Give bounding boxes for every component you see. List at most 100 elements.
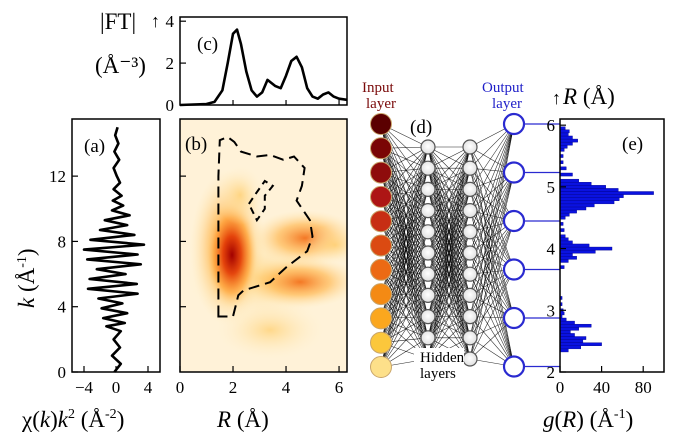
- connection-line: [469, 252, 515, 319]
- up-arrow-icon: ↑: [151, 11, 160, 31]
- connection-line: [380, 123, 429, 211]
- panel-a-ytick-label: 8: [58, 232, 67, 251]
- panel-b-xtick-label: 2: [229, 378, 238, 397]
- connection-line: [380, 146, 429, 222]
- connection-line: [469, 123, 515, 296]
- connection-line: [380, 189, 429, 270]
- panel-c-plot: 0 2 4: [166, 12, 348, 115]
- histogram-bar: [559, 215, 566, 220]
- panel-c-ytick-label: 2: [166, 54, 175, 73]
- hidden-node: [462, 245, 478, 261]
- connection-line: [380, 168, 429, 246]
- connection-line: [380, 146, 429, 343]
- input-node: [370, 113, 392, 135]
- connection-line: [380, 146, 429, 368]
- connection-line: [380, 269, 429, 360]
- connection-line: [380, 146, 429, 246]
- histogram-bar: [559, 191, 654, 195]
- connection-line: [469, 146, 515, 367]
- connection-line: [380, 316, 429, 368]
- connection-line: [469, 123, 515, 232]
- output-layer-label-line2: layer: [492, 96, 522, 112]
- connection-line: [469, 220, 515, 296]
- connection-line: [469, 146, 515, 319]
- panel-e-ytick-label: 2: [547, 363, 556, 382]
- connection-line: [469, 123, 515, 211]
- connection-line: [469, 123, 515, 338]
- connection-line: [469, 189, 515, 270]
- panel-e-xtick-label: 0: [556, 378, 565, 397]
- panel-a-xtick-label: 0: [112, 378, 121, 397]
- connection-line: [469, 123, 515, 190]
- panel-e-ylabel: R (Å): [562, 84, 615, 109]
- panel-b-contour-outer: [217, 135, 314, 318]
- hidden-node: [462, 203, 478, 219]
- connection-line: [380, 210, 429, 270]
- panel-b-letter: (b): [185, 134, 207, 155]
- input-node: [370, 283, 392, 306]
- histogram-bar: [559, 194, 624, 198]
- hidden-node: [462, 266, 478, 282]
- connection-line: [469, 220, 515, 275]
- connection-line: [469, 252, 515, 367]
- connection-line: [427, 146, 471, 317]
- output-node: [502, 209, 526, 233]
- connection-line: [427, 189, 471, 360]
- panel-b-xtick-label: 6: [335, 378, 344, 397]
- histogram-bar: [559, 212, 570, 217]
- panel-b-frame: [179, 118, 348, 373]
- panel-a-ytick-label: 12: [49, 167, 66, 186]
- panel-a-ytick-label: 4: [58, 298, 67, 317]
- connection-line: [469, 189, 515, 367]
- hidden-node: [462, 160, 478, 176]
- histogram-bar: [559, 237, 569, 242]
- connection-line: [427, 210, 471, 360]
- connection-line: [380, 274, 429, 368]
- histogram-bar: [559, 333, 575, 337]
- hidden-node: [420, 203, 436, 219]
- histogram-bar: [559, 240, 573, 245]
- histogram-bar: [559, 203, 595, 208]
- connection-line: [469, 123, 515, 317]
- connection-line: [380, 245, 429, 317]
- histogram-bar: [559, 145, 568, 149]
- hidden-node: [462, 181, 478, 197]
- hidden-layers-label-line2: layers: [420, 366, 456, 382]
- connection-line: [380, 231, 429, 319]
- panel-e-ytick-label: 5: [547, 178, 556, 197]
- histogram-bar: [559, 256, 577, 260]
- connection-line: [427, 146, 471, 232]
- network-connections: [380, 123, 515, 368]
- connection-line: [380, 252, 429, 343]
- panel-b-xtick-label: 0: [176, 378, 185, 397]
- histogram-bar: [559, 345, 581, 350]
- histogram-bar: [559, 339, 584, 343]
- connection-line: [380, 172, 429, 232]
- histogram-bar: [559, 323, 592, 328]
- panel-c-ytick-label: 4: [166, 12, 175, 31]
- hidden-label-backdrop: [414, 348, 464, 382]
- connection-line: [469, 220, 515, 317]
- panel-a-ylabel: k (Å-1): [14, 248, 39, 308]
- histogram-bar: [559, 172, 573, 177]
- connection-line: [469, 168, 515, 270]
- connection-line: [380, 210, 429, 295]
- panel-b-xtick-label: 4: [282, 378, 291, 397]
- histogram-bar: [559, 234, 566, 238]
- up-arrow-icon: ↑: [552, 88, 561, 108]
- histogram-bar: [559, 126, 566, 130]
- hidden-node: [462, 224, 478, 240]
- panel-a-xtick-label: 4: [144, 378, 153, 397]
- connection-line: [469, 172, 515, 275]
- panel-d-network: [370, 112, 526, 378]
- connection-line: [380, 221, 429, 317]
- connection-line: [469, 210, 515, 367]
- connection-line: [427, 146, 471, 254]
- output-layer-label-line1: Output: [482, 80, 525, 96]
- hidden-node: [420, 181, 436, 197]
- panel-e-xtick-label: 40: [593, 378, 610, 397]
- panel-c-series-line: [179, 28, 348, 107]
- panel-e-frame: [559, 118, 665, 373]
- connection-line: [380, 245, 429, 338]
